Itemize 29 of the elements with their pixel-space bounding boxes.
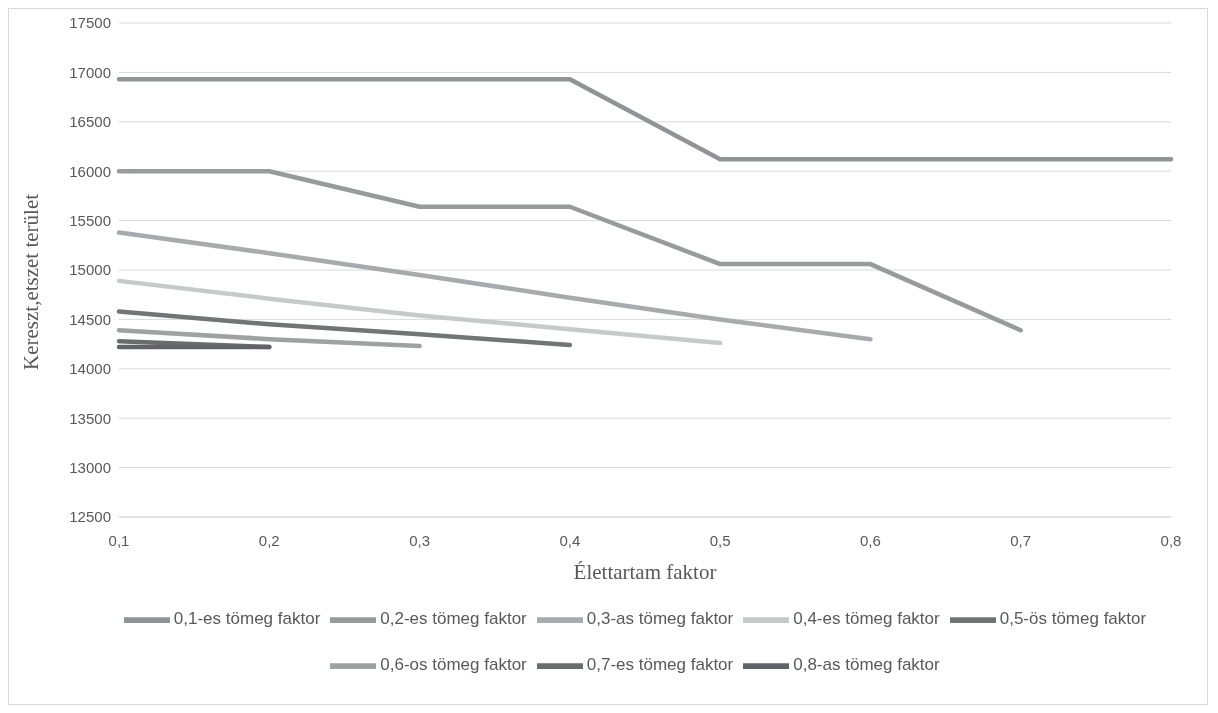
- y-axis-title: Kereszt,etszet terület: [19, 193, 44, 370]
- x-tick-label: 0,8: [1160, 531, 1182, 549]
- y-tick-label: 16500: [69, 113, 111, 131]
- y-tick-label: 17000: [69, 63, 111, 81]
- y-tick-label: 15000: [69, 261, 111, 279]
- x-tick-label: 0,7: [1010, 531, 1032, 549]
- x-tick-label: 0,6: [860, 531, 881, 549]
- x-tick-label: 0,2: [258, 531, 280, 549]
- legend-label: 0,8-as tömeg faktor: [793, 655, 940, 675]
- x-tick-label: 0,4: [559, 531, 581, 549]
- x-tick-label: 0,5: [709, 531, 731, 549]
- legend-label: 0,4-es tömeg faktor: [793, 609, 940, 629]
- y-tick-label: 13500: [69, 409, 111, 427]
- x-tick-label: 0,3: [409, 531, 430, 549]
- y-tick-label: 17500: [69, 14, 111, 32]
- y-tick-label: 15500: [69, 211, 111, 229]
- x-tick-label: 0,1: [108, 531, 130, 549]
- legend-label: 0,2-es tömeg faktor: [380, 609, 527, 629]
- y-tick-label: 12500: [69, 508, 111, 526]
- legend-label: 0,7-es tömeg faktor: [586, 655, 734, 675]
- legend-label: 0,6-os tömeg faktor: [380, 655, 527, 675]
- y-tick-label: 14500: [69, 310, 111, 328]
- y-tick-label: 14000: [69, 360, 111, 378]
- y-tick-label: 16000: [69, 162, 111, 180]
- legend-label: 0,1-es tömeg faktor: [173, 609, 321, 629]
- x-axis-title: Élettartam faktor: [573, 560, 717, 584]
- legend-label: 0,3-as tömeg faktor: [586, 609, 734, 629]
- legend-label: 0,5-ös tömeg faktor: [999, 609, 1147, 629]
- y-tick-label: 13000: [69, 458, 111, 476]
